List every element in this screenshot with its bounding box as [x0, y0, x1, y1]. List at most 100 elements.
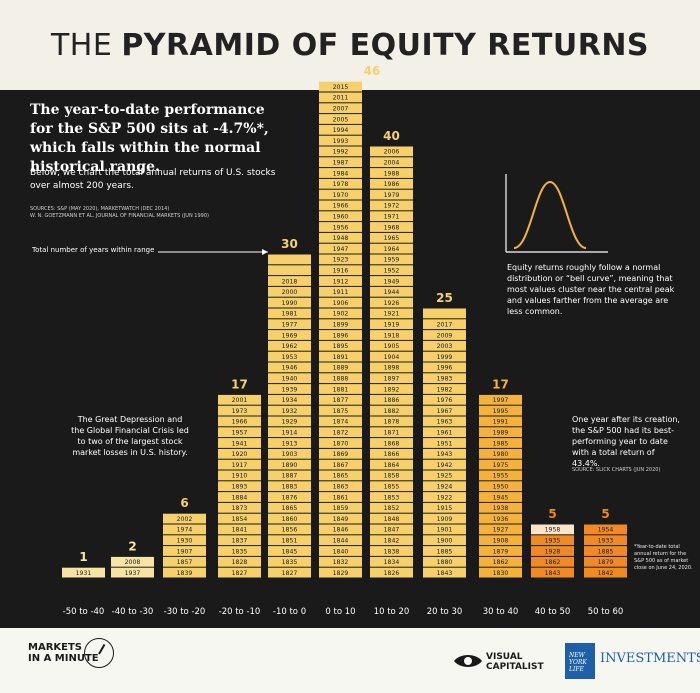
year-label: 1880	[437, 559, 453, 566]
year-label: 1852	[384, 505, 400, 512]
year-cell	[531, 535, 574, 546]
category-label: 0 to 10	[325, 607, 355, 617]
year-cell	[370, 340, 413, 351]
year-label: 1909	[437, 516, 453, 523]
year-cell	[423, 330, 466, 340]
year-label: 1844	[333, 538, 349, 545]
year-cell	[319, 448, 362, 459]
year-label: 2017	[437, 322, 453, 329]
year-cell	[319, 308, 362, 319]
year-cell	[370, 265, 413, 276]
year-cell	[268, 502, 311, 513]
year-label: 1953	[282, 354, 298, 361]
bar-count-label: 17	[492, 377, 509, 391]
year-label: 1907	[177, 548, 193, 555]
year-cell	[319, 351, 362, 362]
year-cell	[319, 470, 362, 481]
year-label: 1835	[232, 548, 248, 555]
year-cell	[370, 254, 413, 265]
year-cell	[268, 416, 311, 427]
year-cell	[423, 513, 466, 524]
year-label: 2009	[437, 332, 453, 339]
year-label: 1937	[125, 570, 141, 577]
year-cell	[584, 567, 627, 578]
year-cell	[479, 567, 522, 578]
year-label: 1828	[232, 559, 248, 566]
year-label: 1826	[384, 570, 400, 577]
year-label: 1861	[333, 494, 349, 501]
year-label: 1992	[333, 149, 349, 156]
year-cell	[218, 405, 261, 416]
year-label: 2018	[282, 278, 298, 285]
year-cell	[268, 470, 311, 481]
title-bold: PYRAMID OF EQUITY RETURNS	[121, 27, 650, 63]
year-cell	[319, 168, 362, 178]
year-label: 1867	[333, 462, 349, 469]
year-label: 1908	[493, 538, 509, 545]
year-label: 1985	[493, 440, 509, 447]
year-label: 1882	[384, 408, 400, 415]
year-label: 1919	[384, 322, 400, 329]
markets-in-a-minute-logo: MARKETS IN A MINUTE	[28, 642, 99, 664]
year-label: 1886	[384, 397, 400, 404]
year-cell	[268, 373, 311, 384]
year-label: 1869	[333, 451, 349, 458]
year-cell	[479, 502, 522, 513]
year-label: 1963	[437, 419, 453, 426]
year-label: 1938	[493, 505, 509, 512]
year-cell	[370, 459, 413, 470]
year-cell	[423, 394, 466, 405]
year-label: 1995	[493, 408, 509, 415]
year-cell	[319, 232, 362, 243]
year-cell	[268, 340, 311, 351]
year-cell	[370, 330, 413, 340]
year-cell	[531, 524, 574, 535]
year-cell	[268, 254, 311, 265]
year-cell	[268, 384, 311, 394]
year-label: 1947	[333, 246, 349, 253]
year-label: 1843	[437, 570, 453, 577]
year-label: 1961	[437, 430, 453, 437]
year-cell	[319, 157, 362, 168]
year-cell	[370, 524, 413, 535]
year-label: 1885	[598, 548, 614, 555]
year-label: 1945	[493, 494, 509, 501]
year-cell	[370, 405, 413, 416]
year-label: 1873	[232, 505, 248, 512]
year-label: 2011	[333, 95, 349, 102]
year-cell	[370, 373, 413, 384]
year-cell	[531, 567, 574, 578]
year-cell	[319, 254, 362, 265]
bar-count-label: 5	[601, 507, 609, 521]
year-cell	[370, 394, 413, 405]
year-label: 1885	[437, 548, 453, 555]
year-label: 1977	[282, 322, 298, 329]
year-label: 1929	[282, 419, 298, 426]
year-cell	[319, 243, 362, 254]
year-label: 1918	[384, 332, 400, 339]
year-label: 1874	[333, 419, 349, 426]
year-cell	[370, 546, 413, 556]
year-label: 1842	[598, 570, 614, 577]
year-cell	[319, 146, 362, 157]
year-cell	[370, 438, 413, 448]
year-label: 1883	[282, 484, 298, 491]
year-cell	[319, 373, 362, 384]
year-cell	[268, 319, 311, 330]
year-cell	[111, 567, 154, 578]
year-label: 1860	[282, 516, 298, 523]
year-label: 1856	[282, 527, 298, 534]
title-thin: THE	[50, 27, 113, 63]
year-label: 1956	[333, 224, 349, 231]
year-cell	[268, 362, 311, 373]
year-cell	[370, 513, 413, 524]
intro-headline: The year-to-date performance for the S&P…	[30, 102, 269, 175]
year-label: 1982	[437, 386, 453, 393]
year-label: 1942	[437, 462, 453, 469]
year-cell	[370, 556, 413, 567]
year-label: 1926	[384, 300, 400, 307]
year-label: 1962	[282, 343, 298, 350]
year-label: 1922	[437, 494, 453, 501]
bar-count-label: 40	[383, 129, 400, 143]
year-label: 1849	[333, 516, 349, 523]
